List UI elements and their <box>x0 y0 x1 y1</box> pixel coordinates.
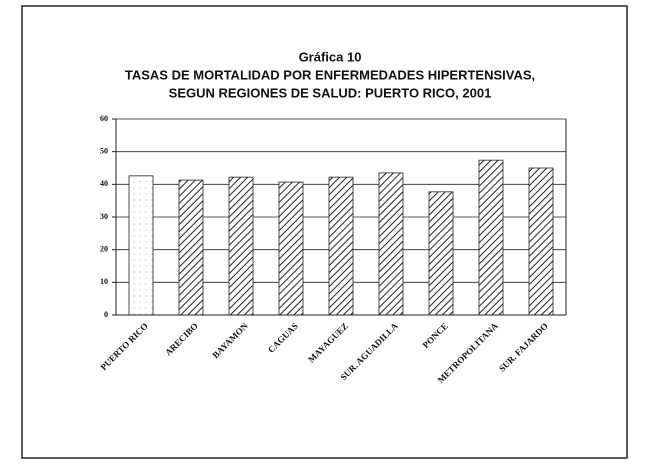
bar <box>528 167 554 316</box>
bar <box>228 176 254 316</box>
y-tick-label: 10 <box>100 277 108 286</box>
x-tick-label: ARECIBO <box>163 321 200 358</box>
x-tick-label: PUERTO RICO <box>98 321 149 372</box>
y-tick-label: 40 <box>100 179 108 188</box>
y-tick-label: 50 <box>100 146 108 155</box>
frame <box>21 5 628 459</box>
bar <box>128 175 154 316</box>
x-tick-label: MAYAGUEZ <box>306 321 350 365</box>
x-tick-label: CAGUAS <box>266 321 300 355</box>
bar <box>478 159 504 316</box>
y-tick-label: 20 <box>100 244 108 253</box>
x-tick-label: BAYAMON <box>210 320 250 360</box>
x-tick-label: PONCE <box>421 321 450 350</box>
bar <box>178 179 204 316</box>
chart-subtitle: TASAS DE MORTALIDAD POR ENFERMEDADES HIP… <box>125 67 535 82</box>
y-tick-label: 30 <box>100 212 108 221</box>
bar <box>378 172 404 316</box>
bar <box>428 191 454 316</box>
x-tick-label: SUR. FAJARDO <box>497 321 550 374</box>
y-tick-label: 60 <box>100 114 108 123</box>
bar <box>328 176 354 316</box>
y-tick-label: 0 <box>104 310 108 319</box>
chart-title: Gráfica 10 <box>299 49 362 64</box>
bar <box>278 181 304 316</box>
chart-subtitle: SEGUN REGIONES DE SALUD: PUERTO RICO, 20… <box>169 85 492 100</box>
